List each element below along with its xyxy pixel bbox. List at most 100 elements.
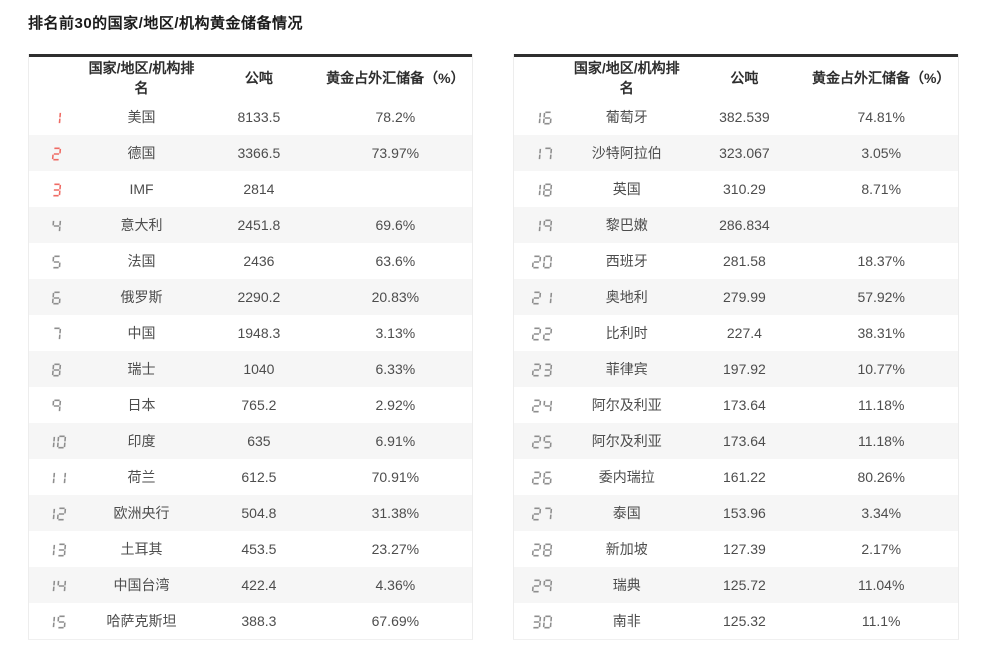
table-row: 奥地利 279.99 57.92%: [514, 279, 958, 315]
header-gold-pct: 黄金占外汇储备（%）: [804, 54, 958, 99]
tonnes-cell: 197.92: [684, 351, 805, 387]
rank-cell: [514, 279, 570, 315]
tonnes-cell: 161.22: [684, 459, 805, 495]
gold-pct-cell: 11.18%: [804, 387, 958, 423]
rank-number: [45, 579, 68, 593]
rank-number: [530, 255, 553, 269]
rank-number: [45, 435, 68, 449]
rank-cell: [514, 495, 570, 531]
table-row: 意大利 2451.8 69.6%: [29, 207, 472, 243]
gold-pct-cell: 80.26%: [804, 459, 958, 495]
table-row: 阿尔及利亚 173.64 11.18%: [514, 423, 958, 459]
table-row: 南非 125.32 11.1%: [514, 603, 958, 639]
tonnes-cell: 125.72: [684, 567, 805, 603]
country-cell: 哈萨克斯坦: [83, 603, 200, 639]
rank-cell: [29, 135, 84, 171]
rank-number: [530, 291, 553, 305]
country-cell: 中国台湾: [83, 567, 200, 603]
country-cell: 印度: [83, 423, 200, 459]
rank-cell: [514, 387, 570, 423]
rank-number: [50, 219, 62, 233]
gold-pct-cell: 18.37%: [804, 243, 958, 279]
tonnes-cell: 286.834: [684, 207, 805, 243]
country-cell: 日本: [83, 387, 200, 423]
gold-pct-cell: 70.91%: [318, 459, 472, 495]
tonnes-cell: 1040: [199, 351, 319, 387]
rank-cell: [514, 171, 570, 207]
country-cell: 德国: [83, 135, 200, 171]
rank-number: [50, 399, 62, 413]
table-row: 美国 8133.5 78.2%: [29, 99, 472, 135]
gold-pct-cell: 3.34%: [804, 495, 958, 531]
rank-cell: [29, 171, 84, 207]
country-cell: 瑞士: [83, 351, 200, 387]
rank-cell: [514, 315, 570, 351]
rank-cell: [514, 351, 570, 387]
rank-number: [530, 363, 553, 377]
country-cell: 泰国: [569, 495, 685, 531]
country-cell: 西班牙: [569, 243, 685, 279]
tonnes-cell: 382.539: [684, 99, 805, 135]
gold-pct-cell: 2.17%: [804, 531, 958, 567]
gold-reserves-table-left: 国家/地区/机构排名 公吨 黄金占外汇储备（%） 美国 8133.5 78.2%: [28, 54, 473, 640]
table-row: IMF 2814: [29, 171, 472, 207]
gold-pct-cell: 11.1%: [804, 603, 958, 639]
table-row: 哈萨克斯坦 388.3 67.69%: [29, 603, 472, 639]
rank-number: [530, 219, 553, 233]
gold-pct-cell: 67.69%: [318, 603, 472, 639]
rank-number: [530, 111, 553, 125]
country-cell: 瑞典: [569, 567, 685, 603]
country-cell: 南非: [569, 603, 685, 639]
rank-number: [530, 435, 553, 449]
country-cell: 奥地利: [569, 279, 685, 315]
tonnes-cell: 279.99: [684, 279, 805, 315]
table-row: 欧洲央行 504.8 31.38%: [29, 495, 472, 531]
country-cell: 黎巴嫩: [569, 207, 685, 243]
tonnes-cell: 2814: [199, 171, 319, 207]
rank-cell: [514, 99, 570, 135]
table-row: 英国 310.29 8.71%: [514, 171, 958, 207]
rank-cell: [29, 495, 84, 531]
gold-pct-cell: 11.18%: [804, 423, 958, 459]
tonnes-cell: 612.5: [199, 459, 319, 495]
gold-reserves-table-right: 国家/地区/机构排名 公吨 黄金占外汇储备（%） 葡萄牙 382.539 74.…: [513, 54, 959, 640]
table-row: 委内瑞拉 161.22 80.26%: [514, 459, 958, 495]
tonnes-cell: 173.64: [684, 387, 805, 423]
country-cell: IMF: [83, 171, 200, 207]
rank-number: [45, 615, 68, 629]
rank-cell: [514, 603, 570, 639]
rank-number: [530, 543, 553, 557]
table-row: 泰国 153.96 3.34%: [514, 495, 958, 531]
country-cell: 沙特阿拉伯: [569, 135, 685, 171]
rank-cell: [514, 567, 570, 603]
country-cell: 英国: [569, 171, 685, 207]
gold-pct-cell: 73.97%: [318, 135, 472, 171]
tonnes-cell: 8133.5: [199, 99, 319, 135]
gold-pct-cell: 6.91%: [318, 423, 472, 459]
rank-cell: [29, 387, 84, 423]
rank-number: [530, 147, 553, 161]
header-gold-pct: 黄金占外汇储备（%）: [318, 54, 472, 99]
gold-pct-cell: 57.92%: [804, 279, 958, 315]
tonnes-cell: 125.32: [684, 603, 805, 639]
rank-number: [530, 183, 553, 197]
header-tonnes: 公吨: [684, 54, 805, 99]
gold-pct-cell: 2.92%: [318, 387, 472, 423]
rank-number: [50, 255, 62, 269]
tonnes-cell: 127.39: [684, 531, 805, 567]
gold-pct-cell: 6.33%: [318, 351, 472, 387]
rank-number: [45, 507, 68, 521]
tonnes-cell: 2290.2: [199, 279, 319, 315]
header-rank: [29, 54, 84, 99]
country-cell: 新加坡: [569, 531, 685, 567]
table-row: 阿尔及利亚 173.64 11.18%: [514, 387, 958, 423]
rank-number: [530, 615, 553, 629]
country-cell: 荷兰: [83, 459, 200, 495]
gold-pct-cell: 63.6%: [318, 243, 472, 279]
gold-pct-cell: 23.27%: [318, 531, 472, 567]
table-header-row: 国家/地区/机构排名 公吨 黄金占外汇储备（%）: [514, 54, 958, 99]
rank-cell: [29, 531, 84, 567]
tonnes-cell: 635: [199, 423, 319, 459]
rank-number: [50, 327, 62, 341]
rank-number: [45, 471, 68, 485]
